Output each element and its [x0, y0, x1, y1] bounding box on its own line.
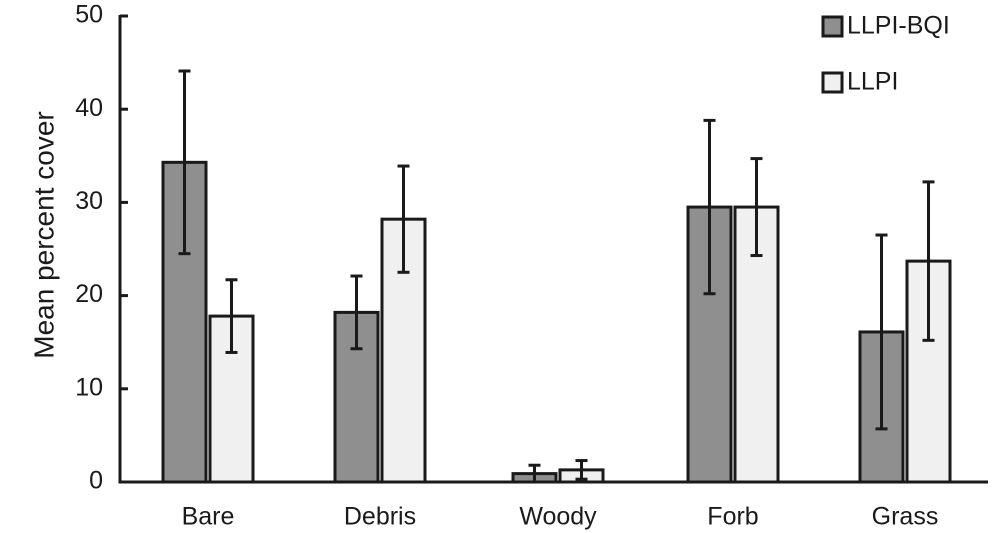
y-tick-label: 30: [75, 187, 103, 215]
bars-layer: [161, 160, 952, 484]
error-bar-debris-llpi-bqi: [350, 274, 363, 351]
x-tick-label-forb: Forb: [707, 503, 758, 531]
error-bars-layer: [178, 69, 935, 484]
legend: LLPI-BQI LLPI: [821, 12, 950, 96]
legend-item-llpi-bqi: LLPI-BQI: [821, 12, 950, 40]
legend-swatch: [821, 15, 844, 38]
legend-swatch: [821, 71, 844, 94]
x-tick-labels: Bare Debris Woody Forb Grass: [182, 503, 939, 531]
error-bar-bare-llpi: [225, 278, 238, 354]
error-bar-debris-llpi: [397, 164, 410, 274]
error-bar-grass-llpi-bqi: [875, 233, 888, 431]
x-tick-label-bare: Bare: [182, 503, 235, 531]
error-bar-forb-llpi-bqi: [703, 118, 716, 296]
y-ticks: 0 10 20 30 40 50: [75, 1, 128, 495]
error-bar-bare-llpi-bqi: [178, 69, 191, 256]
legend-item-llpi: LLPI: [821, 68, 898, 96]
bar-debris-llpi: [380, 217, 427, 484]
y-tick-label: 40: [75, 94, 103, 122]
x-tick-label-woody: Woody: [519, 503, 597, 531]
error-bar-woody-llpi: [575, 459, 588, 481]
legend-label: LLPI-BQI: [847, 12, 950, 40]
y-tick-label: 20: [75, 280, 103, 308]
error-bar-forb-llpi: [750, 157, 763, 258]
y-axis-label: Mean percent cover: [28, 111, 59, 358]
y-tick-label: 50: [75, 1, 103, 29]
error-bar-grass-llpi: [922, 180, 935, 342]
x-tick-label-debris: Debris: [344, 503, 416, 531]
y-tick-label: 0: [89, 467, 103, 495]
legend-label: LLPI: [847, 68, 898, 96]
x-tick-label-grass: Grass: [872, 503, 939, 531]
y-tick-label: 10: [75, 373, 103, 401]
